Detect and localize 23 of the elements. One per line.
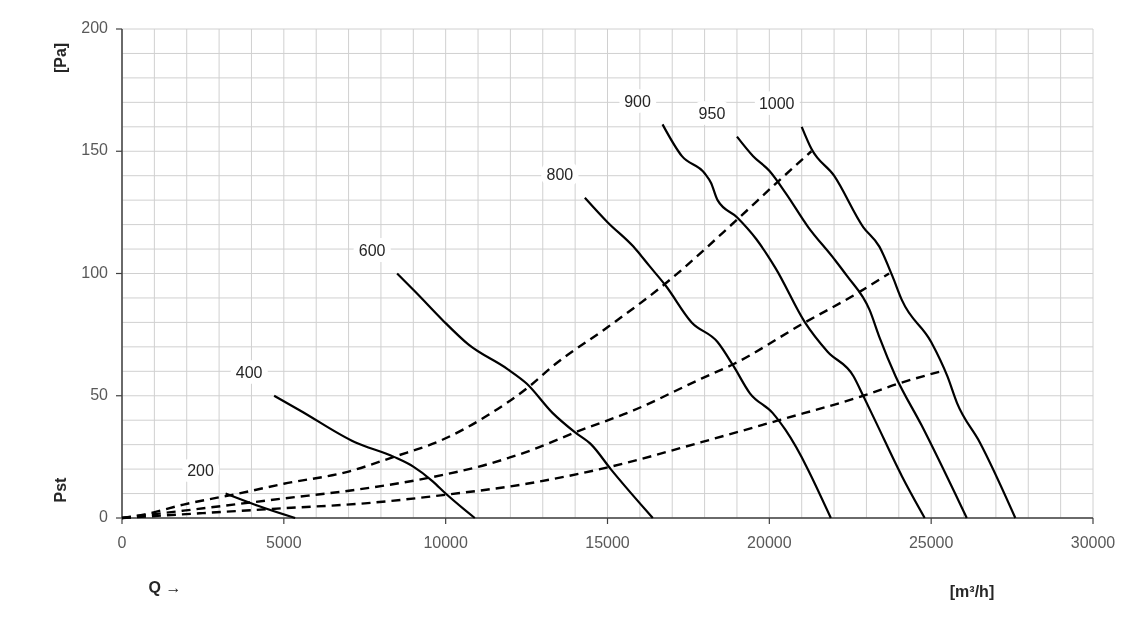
series-label: 400	[235, 363, 263, 381]
x-tick-label: 15000	[585, 534, 630, 551]
x-tick-label: 10000	[423, 534, 469, 551]
series-label: 900	[624, 92, 651, 110]
x-tick-label: 20000	[747, 534, 792, 551]
x-tick-label: 5000	[266, 534, 302, 551]
series-label: 1000	[758, 95, 795, 113]
series-label: 800	[546, 165, 574, 183]
y-tick-label: 100	[81, 263, 109, 281]
text: [m³/h]	[949, 583, 995, 601]
series-label: 600	[358, 241, 386, 259]
series-label: 950	[698, 104, 726, 122]
text: [Pa]	[52, 42, 70, 74]
y-axis-title: Pst	[52, 476, 70, 503]
x-tick-label: 30000	[1070, 534, 1116, 551]
x-tick-label: 0	[117, 534, 127, 551]
x-tick-label: 25000	[908, 534, 954, 551]
y-tick-label: 150	[81, 141, 109, 159]
y-tick-label: 0	[99, 508, 109, 526]
series-label: 200	[187, 461, 215, 479]
y-tick-label: 200	[81, 19, 109, 37]
x-axis-title: Q →	[148, 579, 182, 596]
y-tick-label: 50	[90, 385, 109, 403]
